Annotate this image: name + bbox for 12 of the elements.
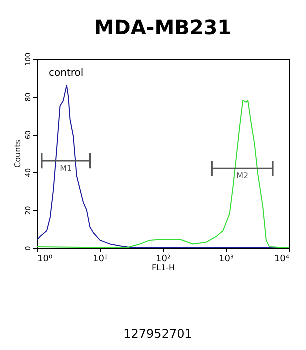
series-label: M2 [236,172,249,181]
x-axis-title: FL1-H [152,264,176,272]
chart-title: MDA-MB231 [94,15,232,40]
x-tick-label: 10⁰ [38,254,53,264]
series-label: control [49,68,84,79]
series-label: M1 [60,164,72,174]
x-tick-label: 10² [156,254,172,264]
x-tick-label: 10⁴ [274,254,290,264]
x-tick-label: 10³ [218,254,234,264]
x-tick-label: 10¹ [92,254,108,264]
y-axis-title: Counts [14,140,22,168]
text: 127952701 [124,327,192,341]
